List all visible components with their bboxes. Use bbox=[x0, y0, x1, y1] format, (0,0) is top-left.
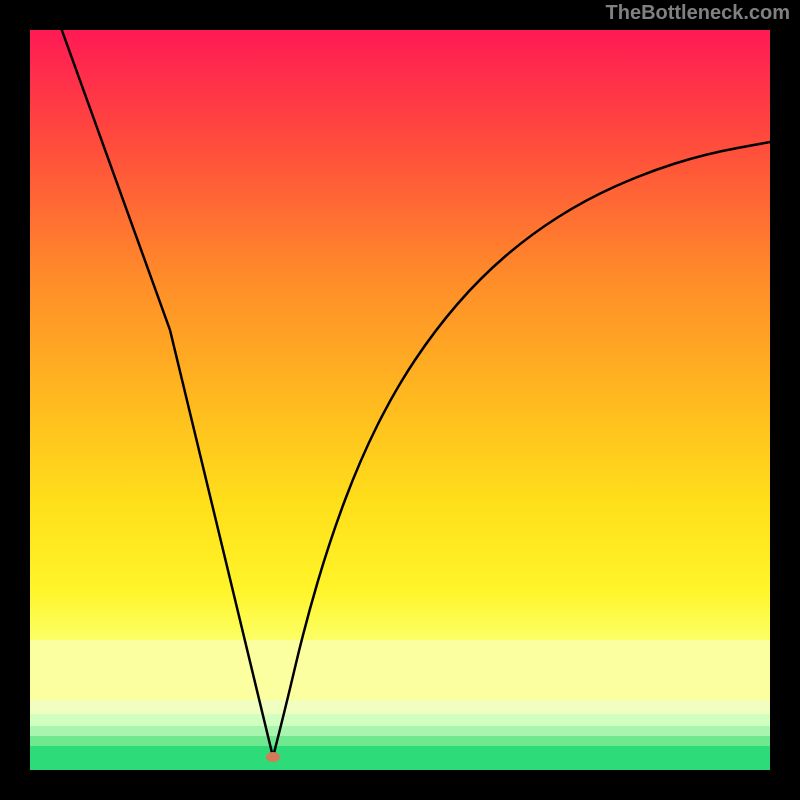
chart-curve-right bbox=[273, 142, 770, 757]
chart-curve-layer bbox=[30, 30, 770, 770]
chart-curve-left-lower bbox=[170, 330, 273, 757]
chart-curve-left-upper bbox=[60, 25, 170, 330]
chart-plot-area bbox=[30, 30, 770, 770]
watermark-text: TheBottleneck.com bbox=[606, 2, 790, 25]
chart-minimum-marker bbox=[266, 752, 280, 762]
